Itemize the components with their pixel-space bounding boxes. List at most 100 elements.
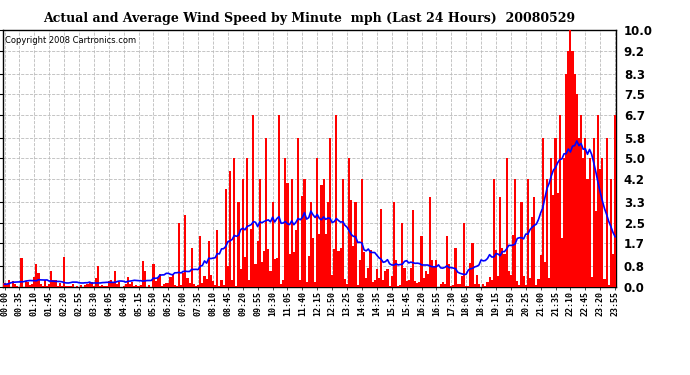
Bar [123,285,125,287]
Bar [201,284,204,287]
Bar [491,280,493,287]
Bar [212,281,214,287]
Bar [114,272,116,287]
Bar [110,280,112,287]
Bar [567,51,569,287]
Bar [137,286,139,287]
Bar [335,115,337,287]
Bar [522,276,524,287]
Bar [469,264,471,287]
Bar [552,195,555,287]
Bar [408,280,410,287]
Bar [506,158,508,287]
Bar [514,179,516,287]
Bar [402,223,404,287]
Bar [312,238,314,287]
Bar [101,285,104,287]
Bar [239,269,241,287]
Bar [371,282,373,287]
Bar [90,282,92,287]
Bar [357,285,359,287]
Bar [359,260,361,287]
Bar [220,280,223,287]
Bar [35,264,37,287]
Bar [565,74,567,287]
Bar [478,284,480,287]
Bar [97,266,99,287]
Bar [163,284,165,287]
Bar [199,236,201,287]
Bar [427,274,429,287]
Bar [244,257,246,287]
Bar [559,115,561,287]
Bar [435,260,437,287]
Bar [3,283,6,287]
Bar [99,286,101,287]
Bar [61,286,63,287]
Bar [424,271,427,287]
Bar [601,158,603,287]
Bar [255,264,257,287]
Bar [593,138,595,287]
Bar [446,236,448,287]
Bar [180,285,182,287]
Bar [486,282,489,287]
Bar [504,254,506,287]
Bar [299,280,302,287]
Bar [233,158,235,287]
Bar [337,251,339,287]
Bar [257,241,259,287]
Bar [493,179,495,287]
Bar [184,215,186,287]
Bar [195,285,197,287]
Bar [276,258,278,287]
Bar [297,138,299,287]
Bar [440,284,442,287]
Bar [88,283,90,287]
Bar [84,285,86,287]
Bar [569,30,571,287]
Bar [455,248,457,287]
Bar [603,279,606,287]
Bar [288,254,290,287]
Bar [508,271,510,287]
Bar [169,277,172,287]
Bar [376,269,378,287]
Bar [325,234,327,287]
Bar [104,286,106,287]
Bar [31,284,33,287]
Bar [365,278,367,287]
Bar [295,230,297,287]
Bar [406,281,408,287]
Bar [133,286,135,287]
Bar [373,280,376,287]
Bar [597,115,599,287]
Bar [526,179,529,287]
Bar [210,275,212,287]
Bar [342,179,344,287]
Bar [535,285,538,287]
Bar [429,197,431,287]
Bar [290,179,293,287]
Bar [8,280,10,287]
Bar [237,202,239,287]
Bar [529,278,531,287]
Bar [599,169,601,287]
Bar [174,285,176,287]
Bar [152,264,155,287]
Bar [501,248,504,287]
Bar [329,138,331,287]
Bar [473,284,475,287]
Bar [25,281,27,287]
Bar [274,259,276,287]
Bar [499,197,501,287]
Bar [159,274,161,287]
Bar [331,275,333,287]
Bar [382,280,384,287]
Bar [461,276,463,287]
Bar [116,284,119,287]
Bar [208,241,210,287]
Bar [131,282,133,287]
Bar [304,179,306,287]
Bar [157,278,159,287]
